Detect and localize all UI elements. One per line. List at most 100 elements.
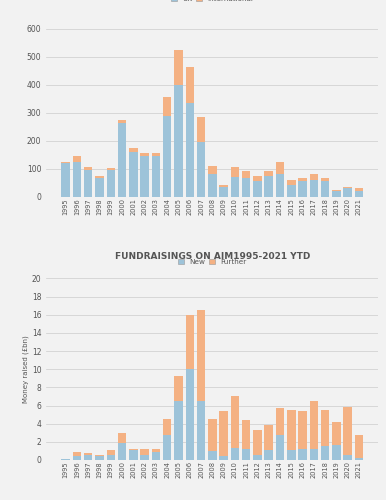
Bar bbox=[242, 449, 251, 460]
Bar bbox=[276, 408, 284, 436]
Bar bbox=[242, 420, 251, 449]
Bar bbox=[344, 188, 352, 196]
Bar bbox=[95, 178, 104, 196]
Bar bbox=[118, 122, 126, 196]
Bar bbox=[141, 456, 149, 460]
Bar bbox=[141, 153, 149, 156]
Bar bbox=[276, 162, 284, 174]
Bar bbox=[230, 396, 239, 448]
Bar bbox=[230, 168, 239, 177]
Bar bbox=[298, 449, 307, 460]
Bar bbox=[355, 188, 363, 191]
Bar bbox=[298, 411, 307, 449]
Bar bbox=[197, 117, 205, 142]
Bar bbox=[253, 176, 262, 182]
Bar bbox=[95, 176, 104, 178]
Bar bbox=[186, 103, 194, 196]
Bar bbox=[332, 190, 340, 191]
Bar bbox=[84, 453, 92, 456]
Bar bbox=[344, 187, 352, 188]
Bar bbox=[208, 451, 217, 460]
Bar bbox=[332, 422, 340, 444]
Bar bbox=[298, 178, 307, 182]
Bar bbox=[242, 172, 251, 178]
Bar bbox=[287, 180, 296, 186]
Bar bbox=[219, 411, 228, 457]
Bar bbox=[163, 419, 171, 436]
Bar bbox=[321, 446, 329, 460]
Bar bbox=[73, 156, 81, 162]
Bar bbox=[287, 186, 296, 196]
Bar bbox=[163, 116, 171, 196]
Bar bbox=[73, 456, 81, 460]
Bar bbox=[107, 168, 115, 170]
Bar bbox=[152, 452, 160, 460]
Bar bbox=[61, 163, 70, 196]
Bar bbox=[61, 459, 70, 460]
Bar bbox=[84, 168, 92, 170]
Bar bbox=[208, 419, 217, 451]
Bar bbox=[321, 410, 329, 447]
Bar bbox=[332, 191, 340, 196]
Bar bbox=[253, 456, 262, 460]
Bar bbox=[174, 376, 183, 401]
Bar bbox=[95, 454, 104, 456]
Bar bbox=[219, 186, 228, 187]
Bar bbox=[129, 448, 137, 450]
Bar bbox=[230, 177, 239, 197]
Bar bbox=[118, 442, 126, 460]
Bar bbox=[208, 166, 217, 174]
Bar bbox=[197, 142, 205, 197]
Bar bbox=[174, 401, 183, 460]
Title: FUNDRAISINGS ON AIM1995-2021 YTD: FUNDRAISINGS ON AIM1995-2021 YTD bbox=[115, 252, 310, 261]
Bar bbox=[276, 174, 284, 197]
Bar bbox=[310, 401, 318, 449]
Legend: UK, International: UK, International bbox=[170, 0, 254, 2]
Bar bbox=[152, 156, 160, 196]
Bar bbox=[141, 156, 149, 196]
Bar bbox=[84, 456, 92, 460]
Bar bbox=[253, 182, 262, 196]
Bar bbox=[129, 152, 137, 196]
Bar bbox=[73, 162, 81, 196]
Bar bbox=[118, 433, 126, 442]
Bar bbox=[219, 456, 228, 460]
Bar bbox=[186, 314, 194, 369]
Bar bbox=[129, 450, 137, 460]
Bar bbox=[344, 408, 352, 456]
Bar bbox=[107, 456, 115, 460]
Bar bbox=[321, 182, 329, 196]
Bar bbox=[186, 66, 194, 103]
Bar bbox=[152, 449, 160, 452]
Bar bbox=[332, 444, 340, 460]
Bar bbox=[152, 153, 160, 156]
Bar bbox=[141, 449, 149, 456]
Bar bbox=[264, 424, 273, 450]
Bar bbox=[129, 148, 137, 152]
Legend: New, Further: New, Further bbox=[177, 258, 247, 266]
Bar bbox=[287, 410, 296, 450]
Bar bbox=[107, 170, 115, 196]
Bar bbox=[95, 456, 104, 460]
Bar bbox=[242, 178, 251, 196]
Bar bbox=[355, 458, 363, 460]
Bar bbox=[84, 170, 92, 196]
Bar bbox=[174, 50, 183, 85]
Bar bbox=[186, 369, 194, 460]
Bar bbox=[253, 430, 262, 456]
Bar bbox=[321, 178, 329, 182]
Bar bbox=[197, 401, 205, 460]
Y-axis label: Money raised (£bn): Money raised (£bn) bbox=[22, 336, 29, 403]
Bar bbox=[208, 174, 217, 197]
Bar bbox=[107, 450, 115, 456]
Bar bbox=[219, 187, 228, 196]
Bar bbox=[118, 120, 126, 122]
Bar bbox=[61, 162, 70, 163]
Bar bbox=[298, 182, 307, 196]
Bar bbox=[197, 310, 205, 401]
Bar bbox=[73, 452, 81, 456]
Bar bbox=[355, 191, 363, 196]
Bar bbox=[264, 176, 273, 197]
Bar bbox=[310, 174, 318, 180]
Bar bbox=[310, 180, 318, 196]
